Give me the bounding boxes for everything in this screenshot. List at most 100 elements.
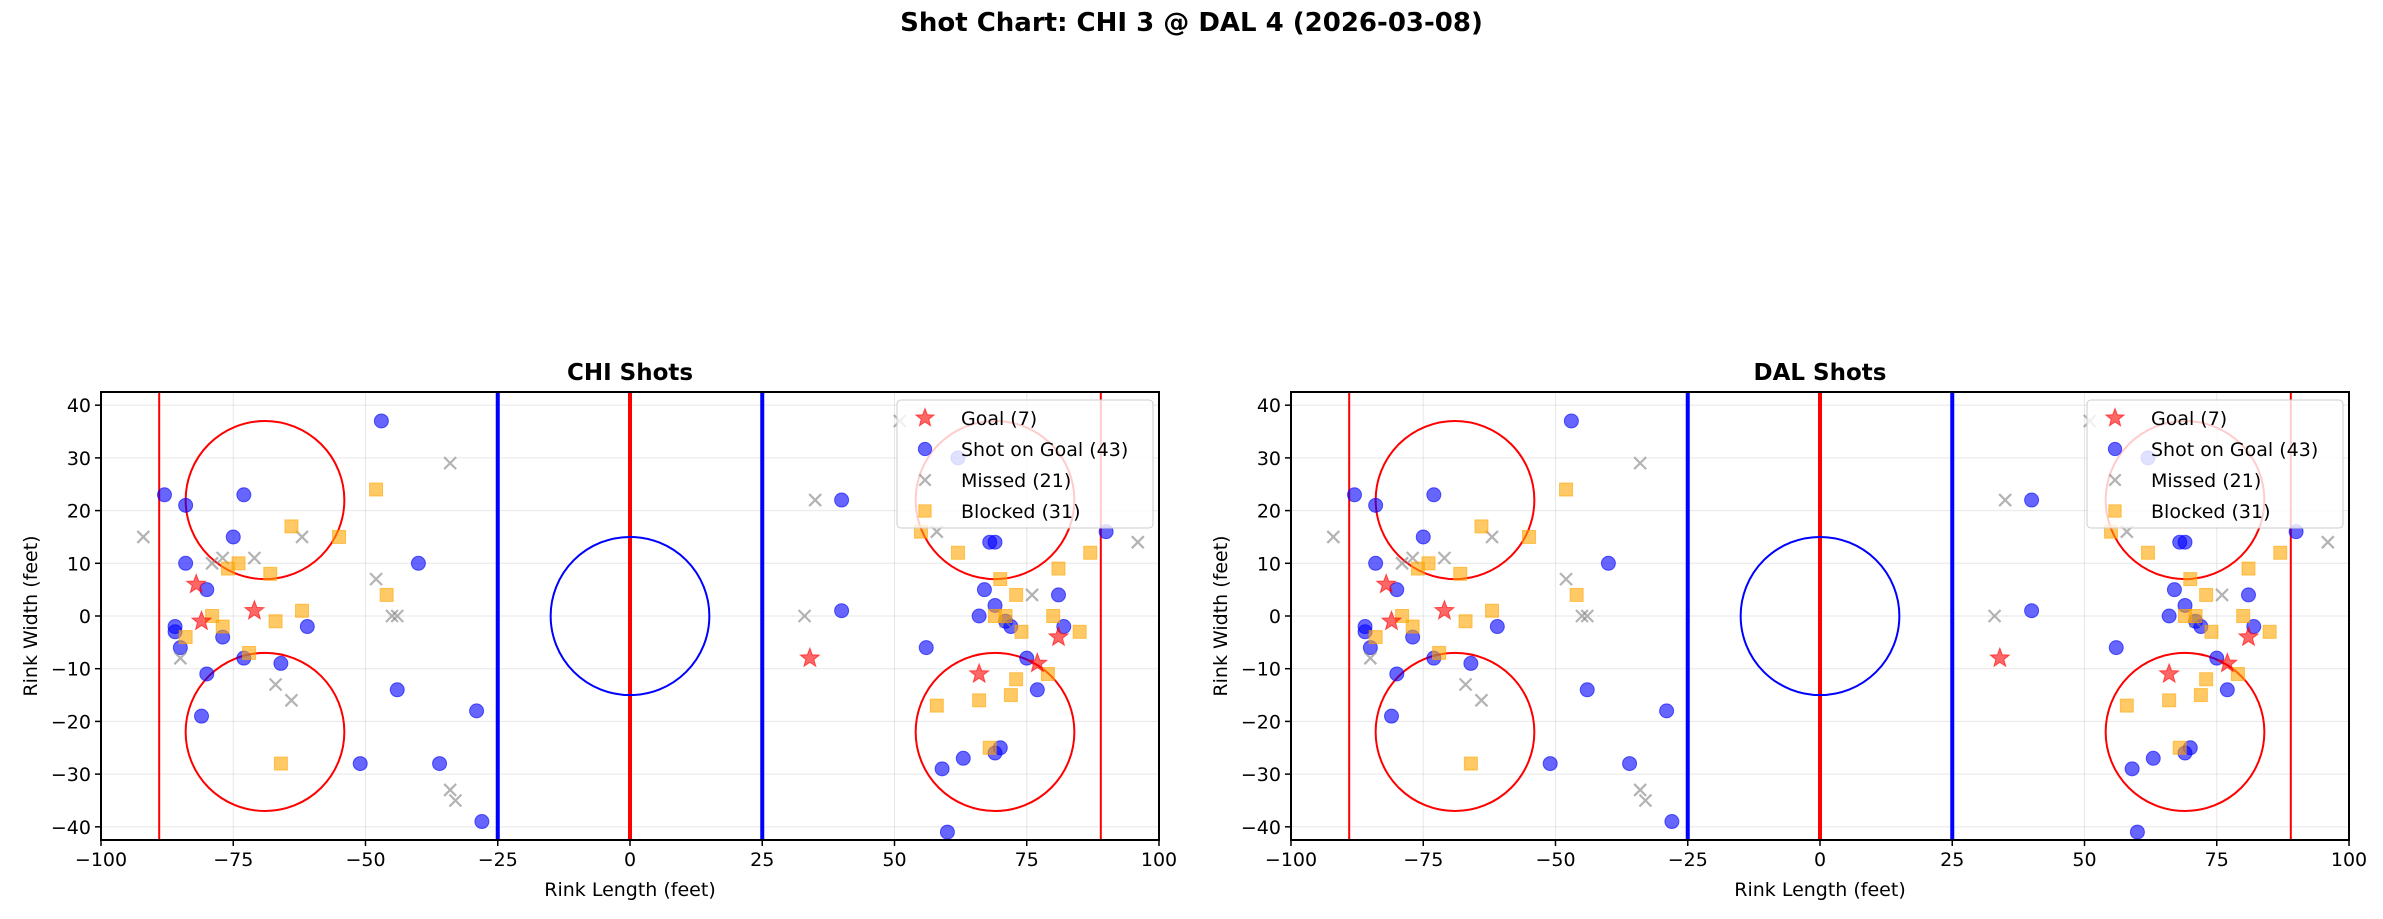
legend-label: Shot on Goal (43) [2151,439,2318,461]
star-point [190,609,213,631]
figure-title: Shot Chart: CHI 3 @ DAL 4 (2026-03-08) [900,8,1483,38]
circle-point [934,761,950,777]
legend-star-icon [2104,407,2126,427]
x-tick-label: 25 [1940,849,1964,871]
square-point [1458,614,1473,629]
legend-label: Goal (7) [961,408,1037,430]
square-point [231,556,246,571]
circle-point [1463,655,1479,671]
legend-label: Blocked (31) [961,501,1081,523]
circle-point [1489,619,1505,635]
star-point [2158,662,2181,684]
x-tick-label: 25 [750,849,774,871]
square-point [2188,609,2203,623]
x-point [1998,493,2012,507]
x-point [1633,783,1647,797]
star-point [1433,599,1456,620]
x-tick-label: −100 [75,849,127,871]
x-tick-label: −75 [1403,849,1443,871]
circle-point [156,487,172,503]
x-point [443,456,457,470]
y-tick-label: −40 [51,817,91,839]
circle-point [971,608,987,624]
x-axis-label: Rink Length (feet) [544,879,715,901]
faceoff-circle [1374,419,1536,581]
x-tick-label: 100 [2331,849,2367,871]
x-point [1326,530,1341,544]
x-point [808,493,822,507]
circle-point [1346,487,1362,503]
circle-point [389,682,405,698]
circle-point [2024,492,2040,508]
square-point [215,619,230,634]
square-point [295,603,310,618]
x-point [1395,556,1409,571]
star-point [1375,572,1398,594]
square-point [2119,698,2134,713]
square-point [1432,645,1447,660]
square-point [1522,529,1537,544]
square-point [1405,619,1420,634]
circle-point [2177,534,2193,550]
y-tick-label: −20 [1241,711,1281,733]
center-faceoff-circle [1739,535,1901,697]
x-tick-label: −50 [1535,849,1575,871]
star-point [1988,646,2011,668]
x-point [1580,609,1595,623]
faceoff-circle [2104,651,2266,813]
square-point [379,587,394,602]
square-point [332,529,347,544]
square-point [1072,624,1087,639]
square-point [1453,566,1468,581]
square-point [1046,609,1061,623]
circle-point [939,824,955,840]
legend-label: Goal (7) [2151,408,2227,430]
legend-label: Blocked (31) [2151,501,2271,523]
circle-point [236,487,252,503]
square-point [2172,740,2187,755]
x-point [173,651,188,665]
panel-title: CHI Shots [567,360,693,386]
circle-point [2219,682,2235,698]
circle-point [1384,708,1400,724]
faceoff-circle [914,651,1076,813]
center-faceoff-circle [549,535,711,697]
square-point [1051,561,1066,576]
circle-point [1579,682,1595,698]
square-point [2140,545,2155,560]
square-point [2183,572,2198,587]
square-point [2199,672,2214,687]
faceoff-circle [184,419,346,581]
circle-point [834,603,850,619]
legend-circle-icon [2107,441,2123,457]
square-point [2193,688,2208,703]
square-point [2162,693,2177,708]
square-point [1009,587,1024,602]
x-point [1638,793,1653,808]
y-tick-label: 10 [67,553,91,575]
star-point [2216,652,2239,673]
circle-point [2124,761,2140,777]
panel-title: DAL Shots [1754,360,1887,386]
square-point [263,566,278,581]
circle-point [955,750,971,766]
x-tick-label: −25 [1668,849,1708,871]
legend-square-icon [918,504,932,518]
square-point [2273,545,2288,560]
square-point [972,693,987,708]
square-point [982,740,997,755]
circle-point [1664,814,1680,830]
circle-point [2145,750,2161,766]
square-point [284,519,299,534]
square-point [2262,624,2277,639]
star-point [185,572,208,594]
legend-x-icon [918,473,932,487]
square-point [1485,603,1500,618]
square-point [1463,756,1478,771]
y-tick-label: −30 [1241,764,1281,786]
y-tick-label: −20 [51,711,91,733]
y-tick-label: 0 [1269,606,1281,628]
x-point [268,677,283,692]
x-tick-label: 50 [882,849,906,871]
circle-point [976,582,992,598]
